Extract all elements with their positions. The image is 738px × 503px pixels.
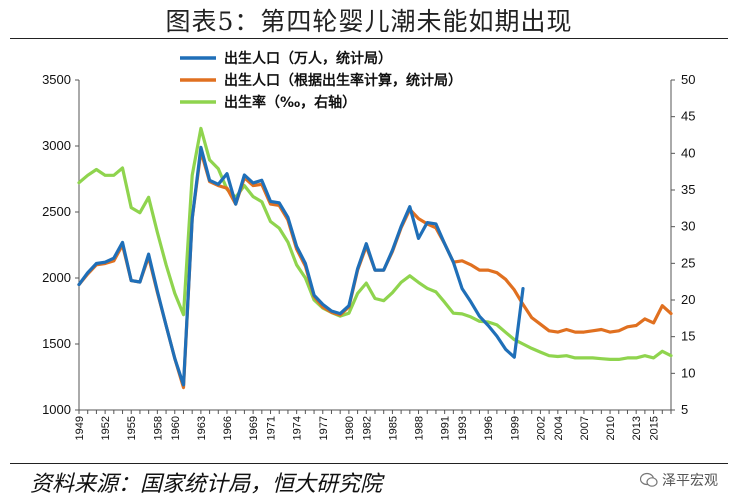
y-left-tick-label: 3500 — [42, 72, 71, 87]
x-tick-label: 1958 — [152, 416, 164, 440]
y-right-tick-label: 5 — [681, 402, 688, 417]
x-tick-label: 1982 — [361, 416, 373, 440]
x-tick-label: 2010 — [605, 416, 617, 440]
x-tick-label: 1966 — [222, 416, 234, 440]
series-line-2 — [77, 126, 673, 361]
title-underline — [10, 38, 728, 39]
x-tick-label: 1991 — [440, 416, 452, 440]
y-right-tick-label: 50 — [681, 72, 695, 87]
x-tick-label: 1985 — [387, 416, 399, 440]
x-tick-label: 1963 — [196, 416, 208, 440]
x-tick-label: 2013 — [631, 416, 643, 440]
x-tick-label: 1949 — [74, 416, 86, 440]
line-chart: 1000 1500 2000 2500 3000 3500 5 10 15 20 25 30 35 40 4… — [42, 50, 695, 440]
source-divider — [10, 463, 728, 464]
y-right-tick-label: 30 — [681, 219, 695, 234]
x-tick-label: 1996 — [483, 416, 495, 440]
watermark-text: 泽平宏观 — [662, 473, 718, 489]
y-right-tick-label: 45 — [681, 109, 695, 124]
y-right-tick-label: 10 — [681, 365, 695, 380]
x-tick-label: 1988 — [414, 416, 426, 440]
x-tick-label: 1960 — [170, 416, 182, 440]
y-right-tick-label: 40 — [681, 145, 695, 160]
x-tick-label: 2004 — [553, 416, 565, 440]
y-left-tick-label: 2500 — [42, 204, 71, 219]
x-tick-label: 2015 — [649, 416, 661, 440]
legend-label-1: 出生人口（根据出生率计算，统计局） — [224, 72, 462, 89]
x-tick-label: 1952 — [100, 416, 112, 440]
x-tick-label: 1955 — [126, 416, 138, 440]
x-tick-label: 1971 — [266, 416, 278, 440]
source-note: 资料来源：国家统计局，恒大研究院 — [30, 472, 383, 497]
y-left-tick-label: 2000 — [42, 270, 71, 285]
y-right-tick-label: 25 — [681, 255, 695, 270]
legend-label-0: 出生人口（万人，统计局） — [224, 50, 392, 67]
y-right-tick-label: 15 — [681, 329, 695, 344]
x-tick-label: 2002 — [535, 416, 547, 440]
x-tick-label: 1980 — [344, 416, 356, 440]
y-left-tick-label: 1000 — [42, 402, 71, 417]
y-right-tick-label: 20 — [681, 292, 695, 307]
legend-label-2: 出生率（‰，右轴） — [224, 94, 356, 111]
series-line-0 — [77, 145, 525, 387]
x-tick-label: 1999 — [509, 416, 521, 440]
x-tick-label: 1969 — [248, 416, 260, 440]
chart-title: 图表5：第四轮婴儿潮未能如期出现 — [165, 7, 573, 36]
x-tick-label: 2007 — [579, 416, 591, 440]
x-tick-label: 1993 — [457, 416, 469, 440]
wechat-icon — [640, 472, 658, 487]
x-tick-label: 1977 — [318, 416, 330, 440]
x-tick-label: 1974 — [292, 416, 304, 440]
watermark: 泽平宏观 — [640, 470, 718, 490]
y-left-tick-label: 3000 — [42, 138, 71, 153]
y-left-tick-label: 1500 — [42, 336, 71, 351]
y-right-tick-label: 35 — [681, 182, 695, 197]
